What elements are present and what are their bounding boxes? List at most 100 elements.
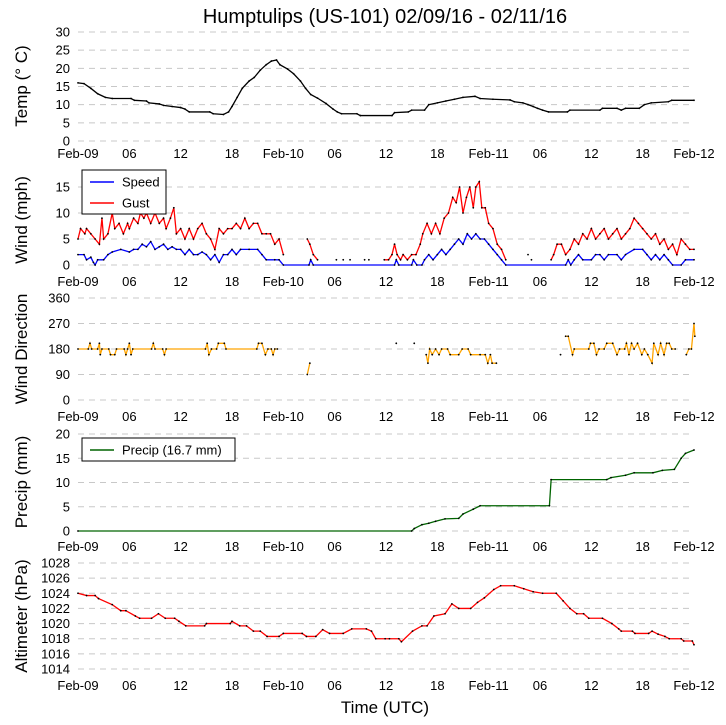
x-tick-label: Feb-10 [263,678,304,693]
data-point [474,186,477,188]
data-point [421,232,424,235]
data-point [243,217,246,220]
data-point [598,348,600,350]
data-point [154,348,156,350]
data-point [671,243,674,246]
x-tick-label: 18 [430,678,444,693]
data-point [470,238,473,240]
data-point [586,238,588,240]
data-point [261,232,263,235]
data-point [657,633,659,636]
data-point [402,253,405,256]
data-point [209,258,212,261]
x-tick-label: 12 [379,539,393,554]
data-point [439,232,441,235]
data-point [89,342,91,345]
data-point [252,222,255,225]
data-point [397,264,400,266]
data-point [236,96,239,99]
data-point [79,227,82,230]
data-point [605,478,608,481]
data-point [527,253,529,256]
data-point [374,637,377,640]
data-point [457,238,460,240]
x-tick-label: 06 [533,539,547,554]
legend-label: Speed [122,175,160,190]
data-point [693,322,695,325]
x-tick-label: 06 [122,146,136,161]
data-point [164,617,167,620]
x-tick-label: Feb-10 [263,274,304,289]
data-point [500,258,503,261]
data-point [226,253,229,256]
data-point [101,217,103,220]
data-point [252,630,255,633]
data-point [547,111,550,113]
series-line [685,323,696,355]
data-point [104,96,107,99]
data-point [486,362,489,365]
legend-label: Precip (16.7 mm) [122,443,222,458]
data-point [573,258,576,261]
data-point [282,264,285,266]
data-point [654,232,657,235]
data-point [438,353,440,356]
series-line [565,335,676,366]
data-point [308,264,310,266]
y-tick-label: 0 [63,393,70,408]
data-point [119,248,122,251]
data-point [107,348,110,350]
data-point [430,232,433,235]
data-point [573,238,576,240]
data-point [275,59,278,61]
data-point [257,342,260,345]
data-point [96,92,99,95]
x-tick-label: 12 [584,274,598,289]
data-point [607,253,610,256]
y-tick-label: 15 [56,451,70,466]
y-axis-title: Wind (mph) [12,176,31,264]
data-point [410,253,413,256]
data-point [594,238,597,240]
x-tick-label: 06 [327,146,341,161]
data-point [577,243,580,246]
data-point [590,258,593,261]
data-point [610,476,612,479]
data-point [527,103,529,106]
data-point [96,258,99,261]
data-point [440,348,443,350]
data-point [462,513,464,515]
data-point [665,342,668,345]
data-point [395,258,398,261]
data-point [222,253,225,256]
data-point [172,206,175,209]
data-point [492,248,494,251]
data-point [97,597,100,600]
data-point [691,640,694,642]
data-point [407,111,410,113]
x-tick-label: Feb-10 [263,409,304,424]
data-point [192,253,195,256]
data-point [663,253,665,256]
data-point [552,253,555,256]
data-point [321,628,324,631]
data-point [571,353,574,356]
data-point [265,63,268,66]
data-point [210,348,213,350]
data-point [446,348,449,350]
x-tick-label: 18 [635,539,649,554]
data-point [273,243,276,246]
x-tick-label: 12 [173,274,187,289]
data-point [141,243,144,246]
data-point [299,80,302,82]
data-point [286,68,289,70]
data-point [693,258,695,261]
data-point [625,342,628,345]
data-point [162,217,165,220]
data-point [569,264,572,266]
data-point [532,105,535,108]
y-tick-label: 1022 [41,601,70,616]
data-point [276,348,279,350]
data-point [661,469,664,472]
data-point [434,348,437,350]
